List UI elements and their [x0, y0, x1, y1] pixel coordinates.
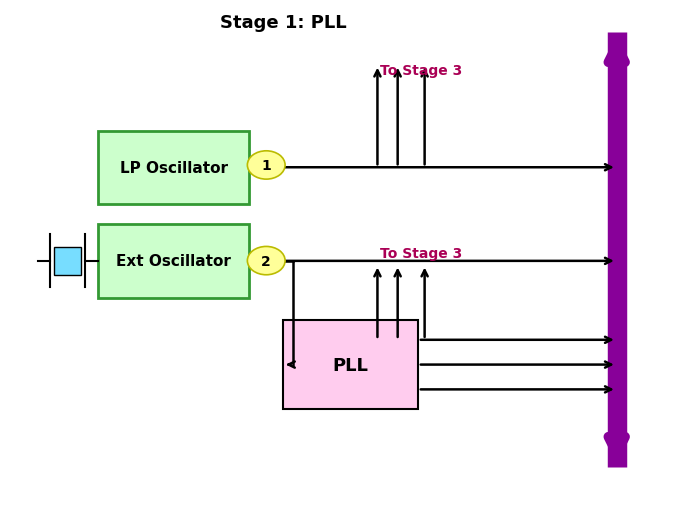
- Text: 1: 1: [262, 159, 271, 173]
- FancyBboxPatch shape: [54, 247, 81, 275]
- Text: Ext Oscillator: Ext Oscillator: [116, 254, 231, 269]
- FancyBboxPatch shape: [98, 131, 249, 205]
- Text: To Stage 3: To Stage 3: [380, 246, 462, 260]
- Text: To Stage 3: To Stage 3: [380, 64, 462, 78]
- FancyBboxPatch shape: [98, 225, 249, 298]
- Text: 2: 2: [262, 254, 271, 268]
- FancyBboxPatch shape: [283, 321, 418, 409]
- Circle shape: [247, 152, 285, 180]
- Text: PLL: PLL: [332, 356, 369, 374]
- Text: LP Oscillator: LP Oscillator: [119, 161, 228, 175]
- Circle shape: [247, 247, 285, 275]
- Text: Stage 1: PLL: Stage 1: PLL: [220, 14, 346, 32]
